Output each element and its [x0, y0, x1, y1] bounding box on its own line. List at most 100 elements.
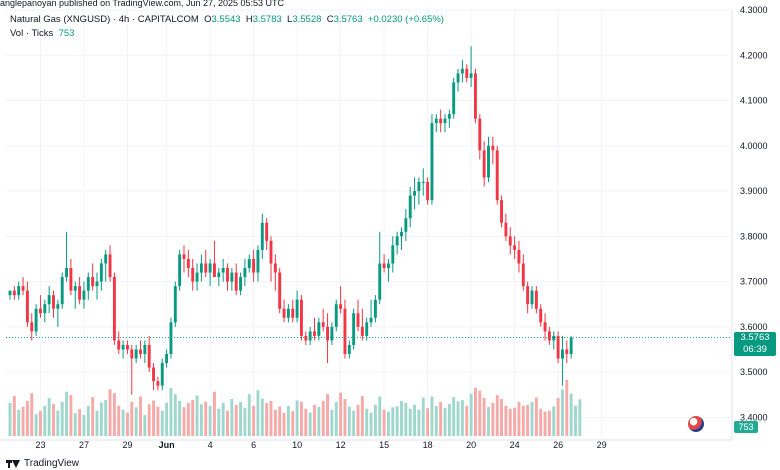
volume-bar: [526, 404, 530, 436]
volume-bar: [565, 380, 569, 436]
volume-bar: [521, 405, 525, 436]
volume-bar: [543, 411, 547, 436]
volume-bar: [578, 399, 582, 436]
candle-body: [152, 367, 155, 382]
candle-body: [230, 272, 234, 282]
volume-bar: [360, 396, 364, 436]
volume-bar: [86, 405, 90, 436]
symbol-name[interactable]: Natural Gas (XNGUSD) · 4h · CAPITALCOM: [10, 14, 199, 25]
volume-bar: [569, 393, 573, 436]
low-label: L: [287, 14, 293, 25]
candle-body: [112, 277, 116, 341]
volume-bar: [226, 410, 229, 436]
volume-bar: [365, 408, 369, 436]
candle-body: [447, 114, 451, 119]
candle-body: [530, 290, 534, 305]
candle-body: [199, 263, 203, 273]
volume-bar: [382, 409, 386, 436]
candle-body: [326, 326, 329, 341]
volume-bar: [421, 397, 425, 436]
volume-bar: [413, 404, 416, 436]
close-value: 3.5763: [333, 14, 363, 25]
candle-body: [39, 308, 42, 314]
volume-bar: [108, 389, 112, 436]
volume-bar: [239, 401, 242, 436]
candle-body: [156, 381, 160, 386]
volume-bar: [352, 410, 356, 436]
candle-body: [391, 245, 395, 264]
candle-body: [247, 258, 251, 268]
volume-bar: [404, 402, 408, 436]
volume-bar: [434, 405, 438, 436]
volume-bar: [65, 391, 68, 436]
volume-bar: [574, 405, 577, 436]
candle-body: [34, 308, 38, 332]
candle-body: [469, 73, 473, 78]
candle-body: [352, 313, 356, 345]
candle-body: [21, 286, 25, 291]
volume-bar: [474, 387, 477, 436]
candle-body: [443, 118, 447, 124]
volume-bar: [126, 412, 129, 436]
candle-body: [43, 304, 47, 314]
x-tick-label: 6: [251, 440, 256, 450]
volume-bar: [334, 401, 338, 436]
candle-body: [373, 299, 377, 318]
candle-body: [91, 277, 95, 287]
volume-bar: [539, 408, 543, 436]
volume-bar: [247, 394, 251, 436]
x-tick-label: Jun: [159, 440, 175, 450]
tradingview-logo-icon: [6, 459, 20, 468]
candle-body: [25, 290, 29, 323]
volume-bar: [52, 403, 55, 436]
candle-body: [252, 258, 256, 273]
volume-bar: [443, 407, 447, 436]
candle-body: [30, 322, 34, 332]
candle-body: [56, 304, 60, 309]
candle-body: [217, 272, 221, 278]
candle-body: [278, 272, 282, 309]
candle-body: [191, 268, 195, 282]
volume-bar: [447, 403, 451, 436]
volume-bar: [78, 409, 82, 436]
candle-body: [413, 191, 416, 196]
candle-body: [134, 349, 138, 359]
volume-bar: [152, 400, 155, 436]
candle-body: [147, 344, 151, 368]
candle-body: [552, 335, 556, 341]
candle-body: [195, 272, 199, 282]
us-flag-icon: [688, 416, 704, 432]
volume-bar: [160, 410, 164, 436]
candle-body: [104, 254, 108, 264]
volume-label[interactable]: Vol · Ticks: [10, 28, 54, 39]
candle-body: [108, 254, 112, 278]
volume-bar: [134, 407, 138, 436]
volume-bar: [304, 408, 308, 436]
candle-body: [82, 290, 86, 300]
candle-body: [487, 145, 490, 178]
y-tick-label: 3.9000: [740, 186, 768, 196]
candle-body: [282, 308, 286, 318]
volume-bar: [286, 405, 290, 436]
volume-legend: Vol · Ticks 753: [10, 28, 74, 39]
candle-body: [378, 263, 382, 300]
volume-bar: [387, 411, 390, 436]
volume-bar: [217, 408, 221, 436]
volume-bar: [112, 393, 116, 436]
x-tick-label: 29: [597, 440, 607, 450]
candle-body: [360, 326, 364, 336]
candle-body: [343, 308, 347, 354]
candle-body: [347, 344, 351, 354]
candle-body: [221, 268, 225, 273]
volume-bar: [295, 400, 299, 436]
volume-bar: [504, 405, 508, 436]
volume-bar: [230, 398, 234, 436]
volume-bar: [308, 412, 312, 436]
candle-body: [500, 200, 503, 223]
x-tick-label: 15: [379, 440, 389, 450]
candle-body: [139, 349, 142, 354]
y-tick-label: 4.0000: [740, 141, 768, 151]
candle-body: [300, 299, 303, 336]
tradingview-footer[interactable]: TradingView: [6, 458, 79, 469]
